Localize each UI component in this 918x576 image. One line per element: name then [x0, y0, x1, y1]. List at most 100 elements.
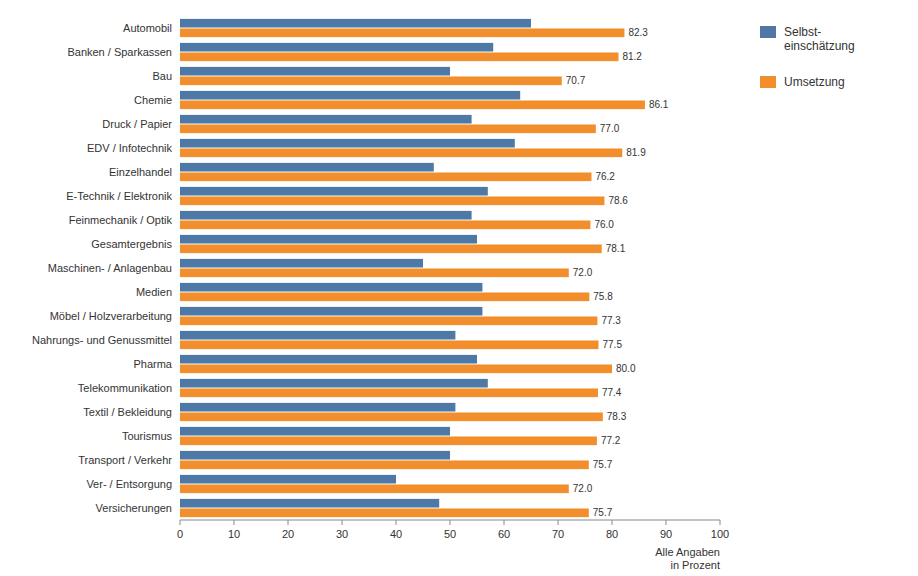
- bar: [180, 124, 596, 133]
- data-label: 75.7: [593, 507, 613, 518]
- category-label: Telekommunikation: [78, 382, 172, 394]
- category-label: Banken / Sparkassen: [67, 46, 172, 58]
- data-labels: 82.381.270.786.177.081.976.278.676.078.1…: [566, 27, 669, 518]
- category-label: Transport / Verkehr: [78, 454, 172, 466]
- category-label: Bau: [152, 70, 172, 82]
- bar: [180, 67, 450, 76]
- bar: [180, 292, 589, 301]
- category-label: Pharma: [133, 358, 172, 370]
- data-label: 78.1: [606, 243, 626, 254]
- data-label: 82.3: [628, 27, 648, 38]
- bar: [180, 484, 569, 493]
- data-label: 81.2: [622, 51, 642, 62]
- tick-label: 80: [606, 528, 618, 540]
- bar: [180, 76, 562, 85]
- tick: [342, 520, 343, 525]
- data-label: 75.8: [593, 291, 613, 302]
- category-label: Nahrungs- und Genussmittel: [32, 334, 172, 346]
- bars: [180, 19, 645, 517]
- bar: [180, 220, 590, 229]
- bar: [180, 499, 439, 508]
- bar: [180, 244, 602, 253]
- data-label: 78.6: [608, 195, 628, 206]
- category-label: EDV / Infotechnik: [87, 142, 172, 154]
- tick-label: 10: [228, 528, 240, 540]
- bar: [180, 451, 450, 460]
- bar: [180, 52, 618, 61]
- data-label: 86.1: [649, 99, 669, 110]
- data-label: 81.9: [626, 147, 646, 158]
- tick: [396, 520, 397, 525]
- data-label: 77.2: [601, 435, 621, 446]
- bar: [180, 196, 604, 205]
- bar: [180, 19, 531, 28]
- data-label: 77.5: [603, 339, 623, 350]
- category-label: E-Technik / Elektronik: [66, 190, 172, 202]
- tick-label: 60: [498, 528, 510, 540]
- bar: [180, 91, 520, 100]
- bar: [180, 412, 603, 421]
- category-label: Medien: [136, 286, 172, 298]
- bar: [180, 403, 455, 412]
- data-label: 80.0: [616, 363, 636, 374]
- bar: [180, 364, 612, 373]
- legend-swatch: [760, 26, 776, 38]
- bar: [180, 436, 597, 445]
- tick-label: 30: [336, 528, 348, 540]
- bar: [180, 259, 423, 268]
- tick: [720, 520, 721, 525]
- data-label: 72.0: [573, 267, 593, 278]
- tick-label: 40: [390, 528, 402, 540]
- tick-label: 100: [711, 528, 729, 540]
- data-label: 76.0: [594, 219, 614, 230]
- bar: [180, 316, 597, 325]
- tick: [234, 520, 235, 525]
- data-label: 72.0: [573, 483, 593, 494]
- tick: [288, 520, 289, 525]
- tick-label: 90: [660, 528, 672, 540]
- bar: [180, 460, 589, 469]
- tick: [504, 520, 505, 525]
- legend: Selbst-einschätzungUmsetzung: [760, 25, 855, 89]
- bar: [180, 115, 472, 124]
- data-label: 78.3: [607, 411, 627, 422]
- bar: [180, 211, 472, 220]
- tick: [180, 520, 181, 525]
- data-label: 70.7: [566, 75, 586, 86]
- category-label: Einzelhandel: [109, 166, 172, 178]
- category-label: Gesamtergebnis: [91, 238, 172, 250]
- tick-label: 20: [282, 528, 294, 540]
- category-label: Versicherungen: [96, 502, 172, 514]
- bar: [180, 163, 434, 172]
- bar: [180, 43, 493, 52]
- category-label: Möbel / Holzverarbeitung: [50, 310, 172, 322]
- bar: [180, 235, 477, 244]
- legend-swatch: [760, 76, 776, 88]
- bar: [180, 340, 599, 349]
- chart: 82.381.270.786.177.081.976.278.676.078.1…: [0, 0, 918, 576]
- data-label: 77.3: [601, 315, 621, 326]
- bar: [180, 268, 569, 277]
- tick: [612, 520, 613, 525]
- bar: [180, 388, 598, 397]
- category-label: Textil / Bekleidung: [83, 406, 172, 418]
- tick: [558, 520, 559, 525]
- legend-label: Selbst-einschätzung: [784, 25, 855, 53]
- bar: [180, 100, 645, 109]
- bar: [180, 139, 515, 148]
- bar: [180, 427, 450, 436]
- bar: [180, 475, 396, 484]
- bar: [180, 172, 591, 181]
- category-label: Tourismus: [122, 430, 173, 442]
- y-axis: AutomobilBanken / SparkassenBauChemieDru…: [32, 22, 173, 514]
- tick-label: 70: [552, 528, 564, 540]
- category-label: Druck / Papier: [102, 118, 172, 130]
- bar: [180, 283, 482, 292]
- data-label: 77.4: [602, 387, 622, 398]
- data-label: 77.0: [600, 123, 620, 134]
- bar: [180, 187, 488, 196]
- bar: [180, 379, 488, 388]
- bar: [180, 508, 589, 517]
- tick: [450, 520, 451, 525]
- axis-label: Alle Angabenin Prozent: [655, 546, 720, 571]
